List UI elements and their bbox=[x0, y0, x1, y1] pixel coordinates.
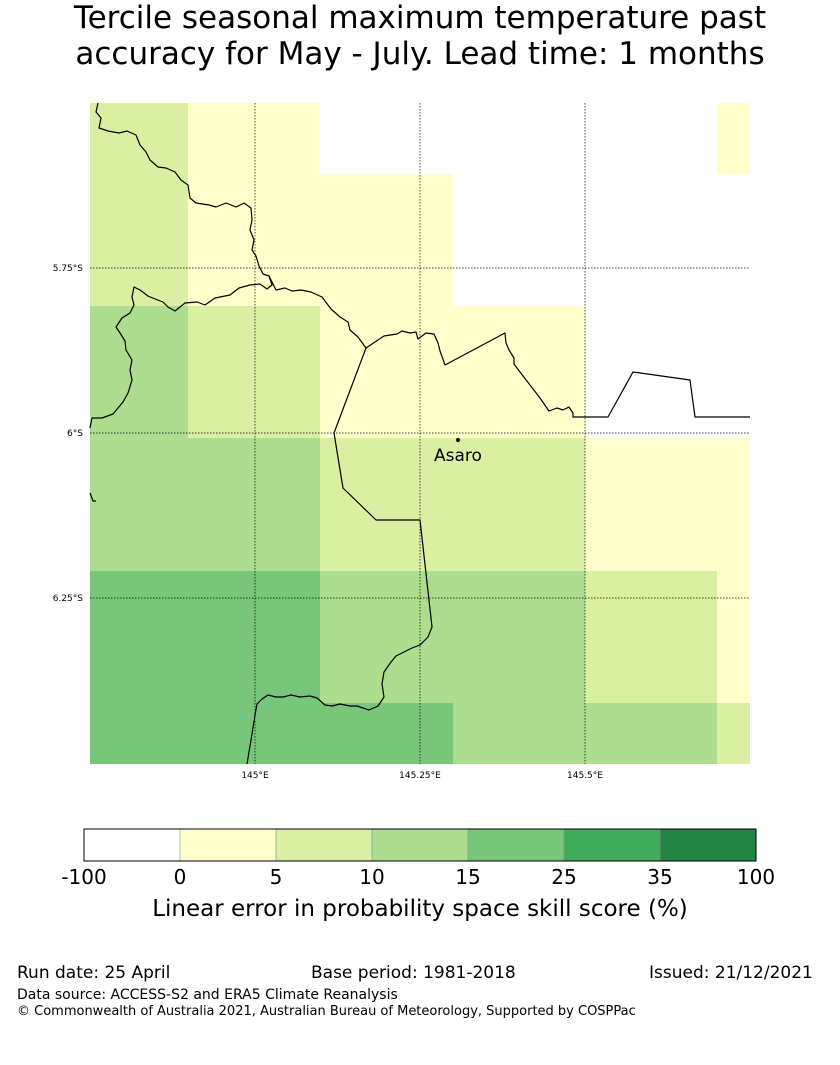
grid-cell bbox=[717, 438, 750, 571]
lat-labels: 5.75°S 6°S 6.25°S bbox=[53, 264, 84, 604]
grid-cell bbox=[717, 103, 750, 174]
town-dot bbox=[456, 438, 460, 442]
grid-cell bbox=[188, 103, 320, 175]
place-label: Asaro bbox=[434, 446, 482, 466]
grid-cell bbox=[320, 571, 453, 703]
grid-cell bbox=[320, 306, 453, 438]
grid-cell bbox=[453, 438, 585, 571]
colorbar-tick: 25 bbox=[551, 865, 576, 889]
lon-label: 145.25°E bbox=[399, 771, 441, 781]
grid-cell bbox=[90, 703, 188, 764]
lon-label: 145.5°E bbox=[567, 771, 603, 781]
colorbar-swatch bbox=[660, 829, 756, 861]
colorbar-dividers bbox=[179, 829, 661, 861]
colorbar-tick: 5 bbox=[270, 865, 283, 889]
grid-cell bbox=[90, 306, 188, 438]
grid-cell bbox=[585, 703, 717, 764]
grid-cell bbox=[90, 103, 188, 175]
colorbar-tick: 10 bbox=[359, 865, 384, 889]
grid-cell bbox=[90, 174, 188, 306]
lat-label: 6.25°S bbox=[53, 594, 84, 604]
grid-cell bbox=[453, 306, 585, 438]
provincial-boundary bbox=[246, 347, 433, 765]
grid-cell bbox=[188, 438, 320, 571]
grid-cell bbox=[90, 571, 188, 703]
colorbar-swatch bbox=[372, 829, 468, 861]
issued-date: Issued: 21/12/2021 bbox=[649, 963, 813, 983]
colorbar-label: Linear error in probability space skill … bbox=[152, 896, 688, 922]
colorbar-swatch bbox=[180, 829, 276, 861]
skill-grid bbox=[90, 103, 750, 764]
colorbar-tick: 35 bbox=[647, 865, 672, 889]
place-marker: Asaro bbox=[434, 438, 482, 466]
grid-cell bbox=[90, 438, 188, 571]
grid-cell bbox=[320, 438, 453, 571]
grid-cell bbox=[453, 703, 585, 764]
colorbar-tick: 0 bbox=[174, 865, 187, 889]
title-line-1: Tercile seasonal maximum temperature pas… bbox=[73, 0, 767, 36]
provincial-boundary bbox=[89, 102, 273, 429]
colorbar-swatch bbox=[564, 829, 660, 861]
colorbar: -100 0 5 10 15 25 35 100 Linear error in… bbox=[61, 828, 775, 922]
lat-label: 6°S bbox=[67, 429, 83, 439]
colorbar-swatch bbox=[276, 829, 372, 861]
colorbar-tick: 15 bbox=[455, 865, 480, 889]
title-line-2: accuracy for May - July. Lead time: 1 mo… bbox=[75, 36, 765, 72]
grid-cell bbox=[188, 703, 320, 764]
grid-cell bbox=[188, 571, 320, 703]
grid-cell bbox=[585, 438, 717, 571]
run-date: Run date: 25 April bbox=[17, 963, 171, 983]
lat-label: 5.75°S bbox=[53, 264, 84, 274]
colorbar-swatch bbox=[468, 829, 564, 861]
grid-cell bbox=[585, 571, 717, 703]
lon-label: 145°E bbox=[241, 771, 269, 781]
grid-cell bbox=[717, 703, 750, 764]
grid-cell bbox=[453, 571, 585, 703]
map-panel: Asaro 5.75°S 6°S 6.25°S 145°E 145.25°E 1… bbox=[53, 102, 750, 781]
colorbar-swatch bbox=[84, 829, 180, 861]
lon-labels: 145°E 145.25°E 145.5°E bbox=[241, 771, 603, 781]
boundaries bbox=[89, 102, 750, 765]
provincial-boundary bbox=[89, 492, 96, 502]
grid-cell bbox=[320, 174, 453, 306]
data-source: Data source: ACCESS-S2 and ERA5 Climate … bbox=[17, 987, 398, 1003]
chart-title: Tercile seasonal maximum temperature pas… bbox=[0, 0, 840, 72]
copyright: © Commonwealth of Australia 2021, Austra… bbox=[17, 1004, 636, 1019]
grid-cell bbox=[717, 571, 750, 703]
base-period: Base period: 1981-2018 bbox=[311, 963, 516, 983]
graticule bbox=[90, 103, 750, 764]
grid-cell bbox=[320, 703, 453, 764]
colorbar-tick: -100 bbox=[61, 865, 106, 889]
provincial-boundary bbox=[268, 275, 750, 418]
colorbar-outline bbox=[83, 828, 757, 862]
colorbar-tick-labels: -100 0 5 10 15 25 35 100 bbox=[61, 865, 775, 889]
colorbar-tick: 100 bbox=[737, 865, 775, 889]
grid-cell bbox=[188, 306, 320, 438]
